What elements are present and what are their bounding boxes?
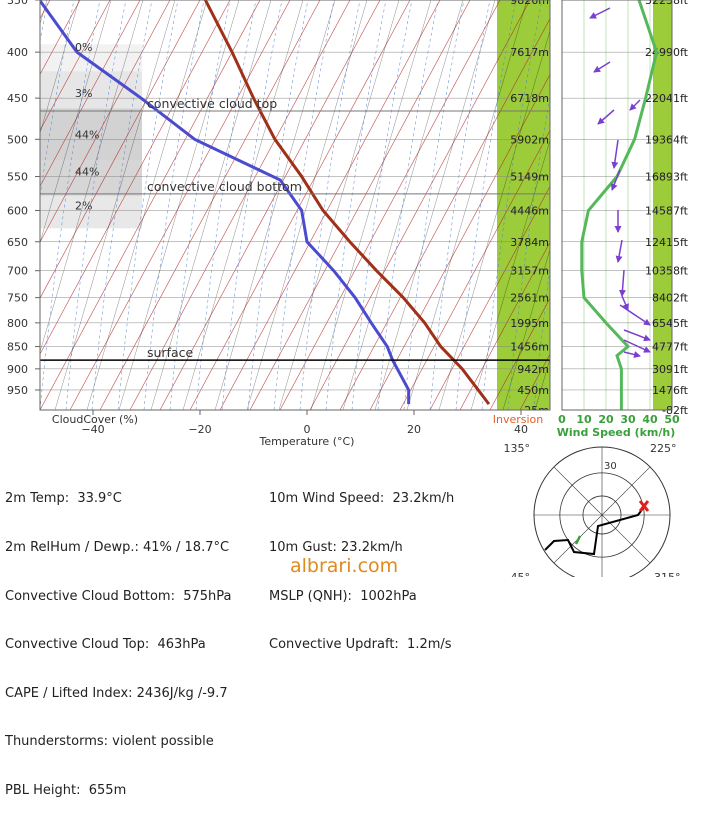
altitude-ft-label: 4777ft bbox=[652, 341, 689, 354]
pressure-tick-label: 750 bbox=[7, 292, 28, 305]
pressure-tick-label: 950 bbox=[7, 384, 28, 397]
cloud-cover-label: 2% bbox=[75, 200, 92, 213]
stat-relhum-dewpoint: 2m RelHum / Dewp.: 41% / 18.7°C bbox=[5, 540, 232, 556]
altitude-ft-label: 12415ft bbox=[645, 236, 689, 249]
pressure-tick-label: 850 bbox=[7, 341, 28, 354]
wind-tick-label: 50 bbox=[664, 413, 680, 426]
altitude-ft-label: 19364ft bbox=[645, 133, 689, 146]
altitude-m-label: 5902m bbox=[510, 133, 549, 146]
altitude-m-label: 942m bbox=[517, 363, 549, 376]
dry-adiabat-line bbox=[375, 0, 495, 410]
altitude-m-label: 1456m bbox=[510, 341, 549, 354]
stat-cloud-top: Convective Cloud Top: 463hPa bbox=[5, 637, 232, 653]
stat-cloud-bottom: Convective Cloud Bottom: 575hPa bbox=[5, 589, 232, 605]
isotherm-line bbox=[250, 0, 470, 410]
polar-direction-label: 45° bbox=[511, 571, 531, 577]
altitude-ft-label: 16893ft bbox=[645, 171, 689, 184]
altitude-ft-label: 32238ft bbox=[645, 0, 689, 7]
dry-adiabat-line bbox=[247, 0, 367, 410]
altitude-m-label: 3157m bbox=[510, 265, 549, 278]
altitude-ft-label: 6545ft bbox=[652, 317, 689, 330]
altitude-ft-label: 8402ft bbox=[652, 292, 689, 305]
altitude-m-label: 9826m bbox=[510, 0, 549, 7]
dry-adiabat-line bbox=[311, 0, 431, 410]
altitude-m-label: 450m bbox=[517, 384, 549, 397]
annotation-label: convective cloud bottom bbox=[147, 179, 302, 194]
cloud-cover-label: 3% bbox=[75, 87, 92, 100]
isotherm-line bbox=[190, 0, 410, 410]
wind-tick-label: 30 bbox=[620, 413, 636, 426]
altitude-m-label: 4446m bbox=[510, 205, 549, 218]
cloud-cover-label: 44% bbox=[75, 166, 99, 179]
annotation-label: convective cloud top bbox=[147, 96, 277, 111]
polar-direction-label: 315° bbox=[654, 571, 681, 577]
wind-tick-label: 40 bbox=[642, 413, 658, 426]
moist-adiabat-line bbox=[430, 0, 490, 410]
pressure-tick-label: 450 bbox=[7, 92, 28, 105]
cloud-cover-label: 44% bbox=[75, 128, 99, 141]
wind-tick-label: 10 bbox=[576, 413, 592, 426]
polar-direction-label: 225° bbox=[650, 442, 677, 455]
x-axis-label: Temperature (°C) bbox=[259, 435, 355, 448]
moist-adiabat-line bbox=[222, 0, 282, 410]
altitude-m-label: 1995m bbox=[510, 317, 549, 330]
watermark: albrari.com bbox=[290, 555, 398, 577]
altitude-ft-label: 10358ft bbox=[645, 265, 689, 278]
altitude-ft-label: 3091ft bbox=[652, 363, 689, 376]
stat-10m-wind-speed: 10m Wind Speed: 23.2km/h bbox=[269, 491, 454, 507]
cloud-cover-axis-label: CloudCover (%) bbox=[52, 413, 138, 426]
stat-thunderstorms: Thunderstorms: violent possible bbox=[5, 734, 232, 750]
stat-10m-gust: 10m Gust: 23.2km/h bbox=[269, 540, 454, 556]
altitude-ft-label: 24990ft bbox=[645, 46, 689, 59]
stat-cape-lifted-index: CAPE / Lifted Index: 2436J/kg /-9.7 bbox=[5, 686, 232, 702]
wind-axis-label: Wind Speed (km/h) bbox=[557, 426, 676, 439]
wind-tick-label: 0 bbox=[558, 413, 566, 426]
polar-direction-label: 135° bbox=[504, 442, 531, 455]
pressure-tick-label: 500 bbox=[7, 133, 28, 146]
temperature-line bbox=[205, 0, 489, 404]
altitude-m-label: 3784m bbox=[510, 236, 549, 249]
wind-tick-label: 20 bbox=[598, 413, 614, 426]
pressure-tick-label: 600 bbox=[7, 205, 28, 218]
pressure-tick-label: 700 bbox=[7, 265, 28, 278]
pressure-tick-label: 550 bbox=[7, 171, 28, 184]
pressure-tick-label: 400 bbox=[7, 46, 28, 59]
pressure-tick-label: 800 bbox=[7, 317, 28, 330]
pressure-tick-label: 900 bbox=[7, 363, 28, 376]
cloud-cover-label: 0% bbox=[75, 41, 92, 54]
inversion-label: Inversion bbox=[493, 413, 544, 426]
stat-mslp: MSLP (QNH): 1002hPa bbox=[269, 589, 454, 605]
altitude-ft-label: 22041ft bbox=[645, 92, 689, 105]
moist-adiabat-line bbox=[196, 0, 256, 410]
pressure-tick-label: 350 bbox=[7, 0, 28, 7]
temperature-tick-label: 20 bbox=[407, 423, 421, 436]
stats-left: 2m Temp: 33.9°C 2m RelHum / Dewp.: 41% /… bbox=[5, 459, 232, 815]
annotation-label: surface bbox=[147, 345, 194, 360]
stat-pbl-height: PBL Height: 655m bbox=[5, 783, 232, 799]
altitude-ft-label: 1476ft bbox=[652, 384, 689, 397]
altitude-m-label: 5149m bbox=[510, 171, 549, 184]
altitude-m-label: 2561m bbox=[510, 292, 549, 305]
stat-convective-updraft: Convective Updraft: 1.2m/s bbox=[269, 637, 454, 653]
altitude-ft-label: 14587ft bbox=[645, 205, 689, 218]
wind-speed-plot: 32238ft 24990ft 22041ft 19364ft 16893ft 14587… bbox=[557, 0, 689, 439]
hodograph-polar: 30 135° 225° 45° 315° bbox=[504, 442, 681, 577]
polar-ring-label: 30 bbox=[604, 461, 617, 472]
temperature-tick-label: −20 bbox=[188, 423, 211, 436]
dry-adiabat-line bbox=[215, 0, 335, 410]
pressure-tick-label: 650 bbox=[7, 236, 28, 249]
altitude-m-label: 7617m bbox=[510, 46, 549, 59]
altitude-m-label: 6718m bbox=[510, 92, 549, 105]
dry-adiabat-line bbox=[183, 0, 303, 410]
stat-2m-temp: 2m Temp: 33.9°C bbox=[5, 491, 232, 507]
